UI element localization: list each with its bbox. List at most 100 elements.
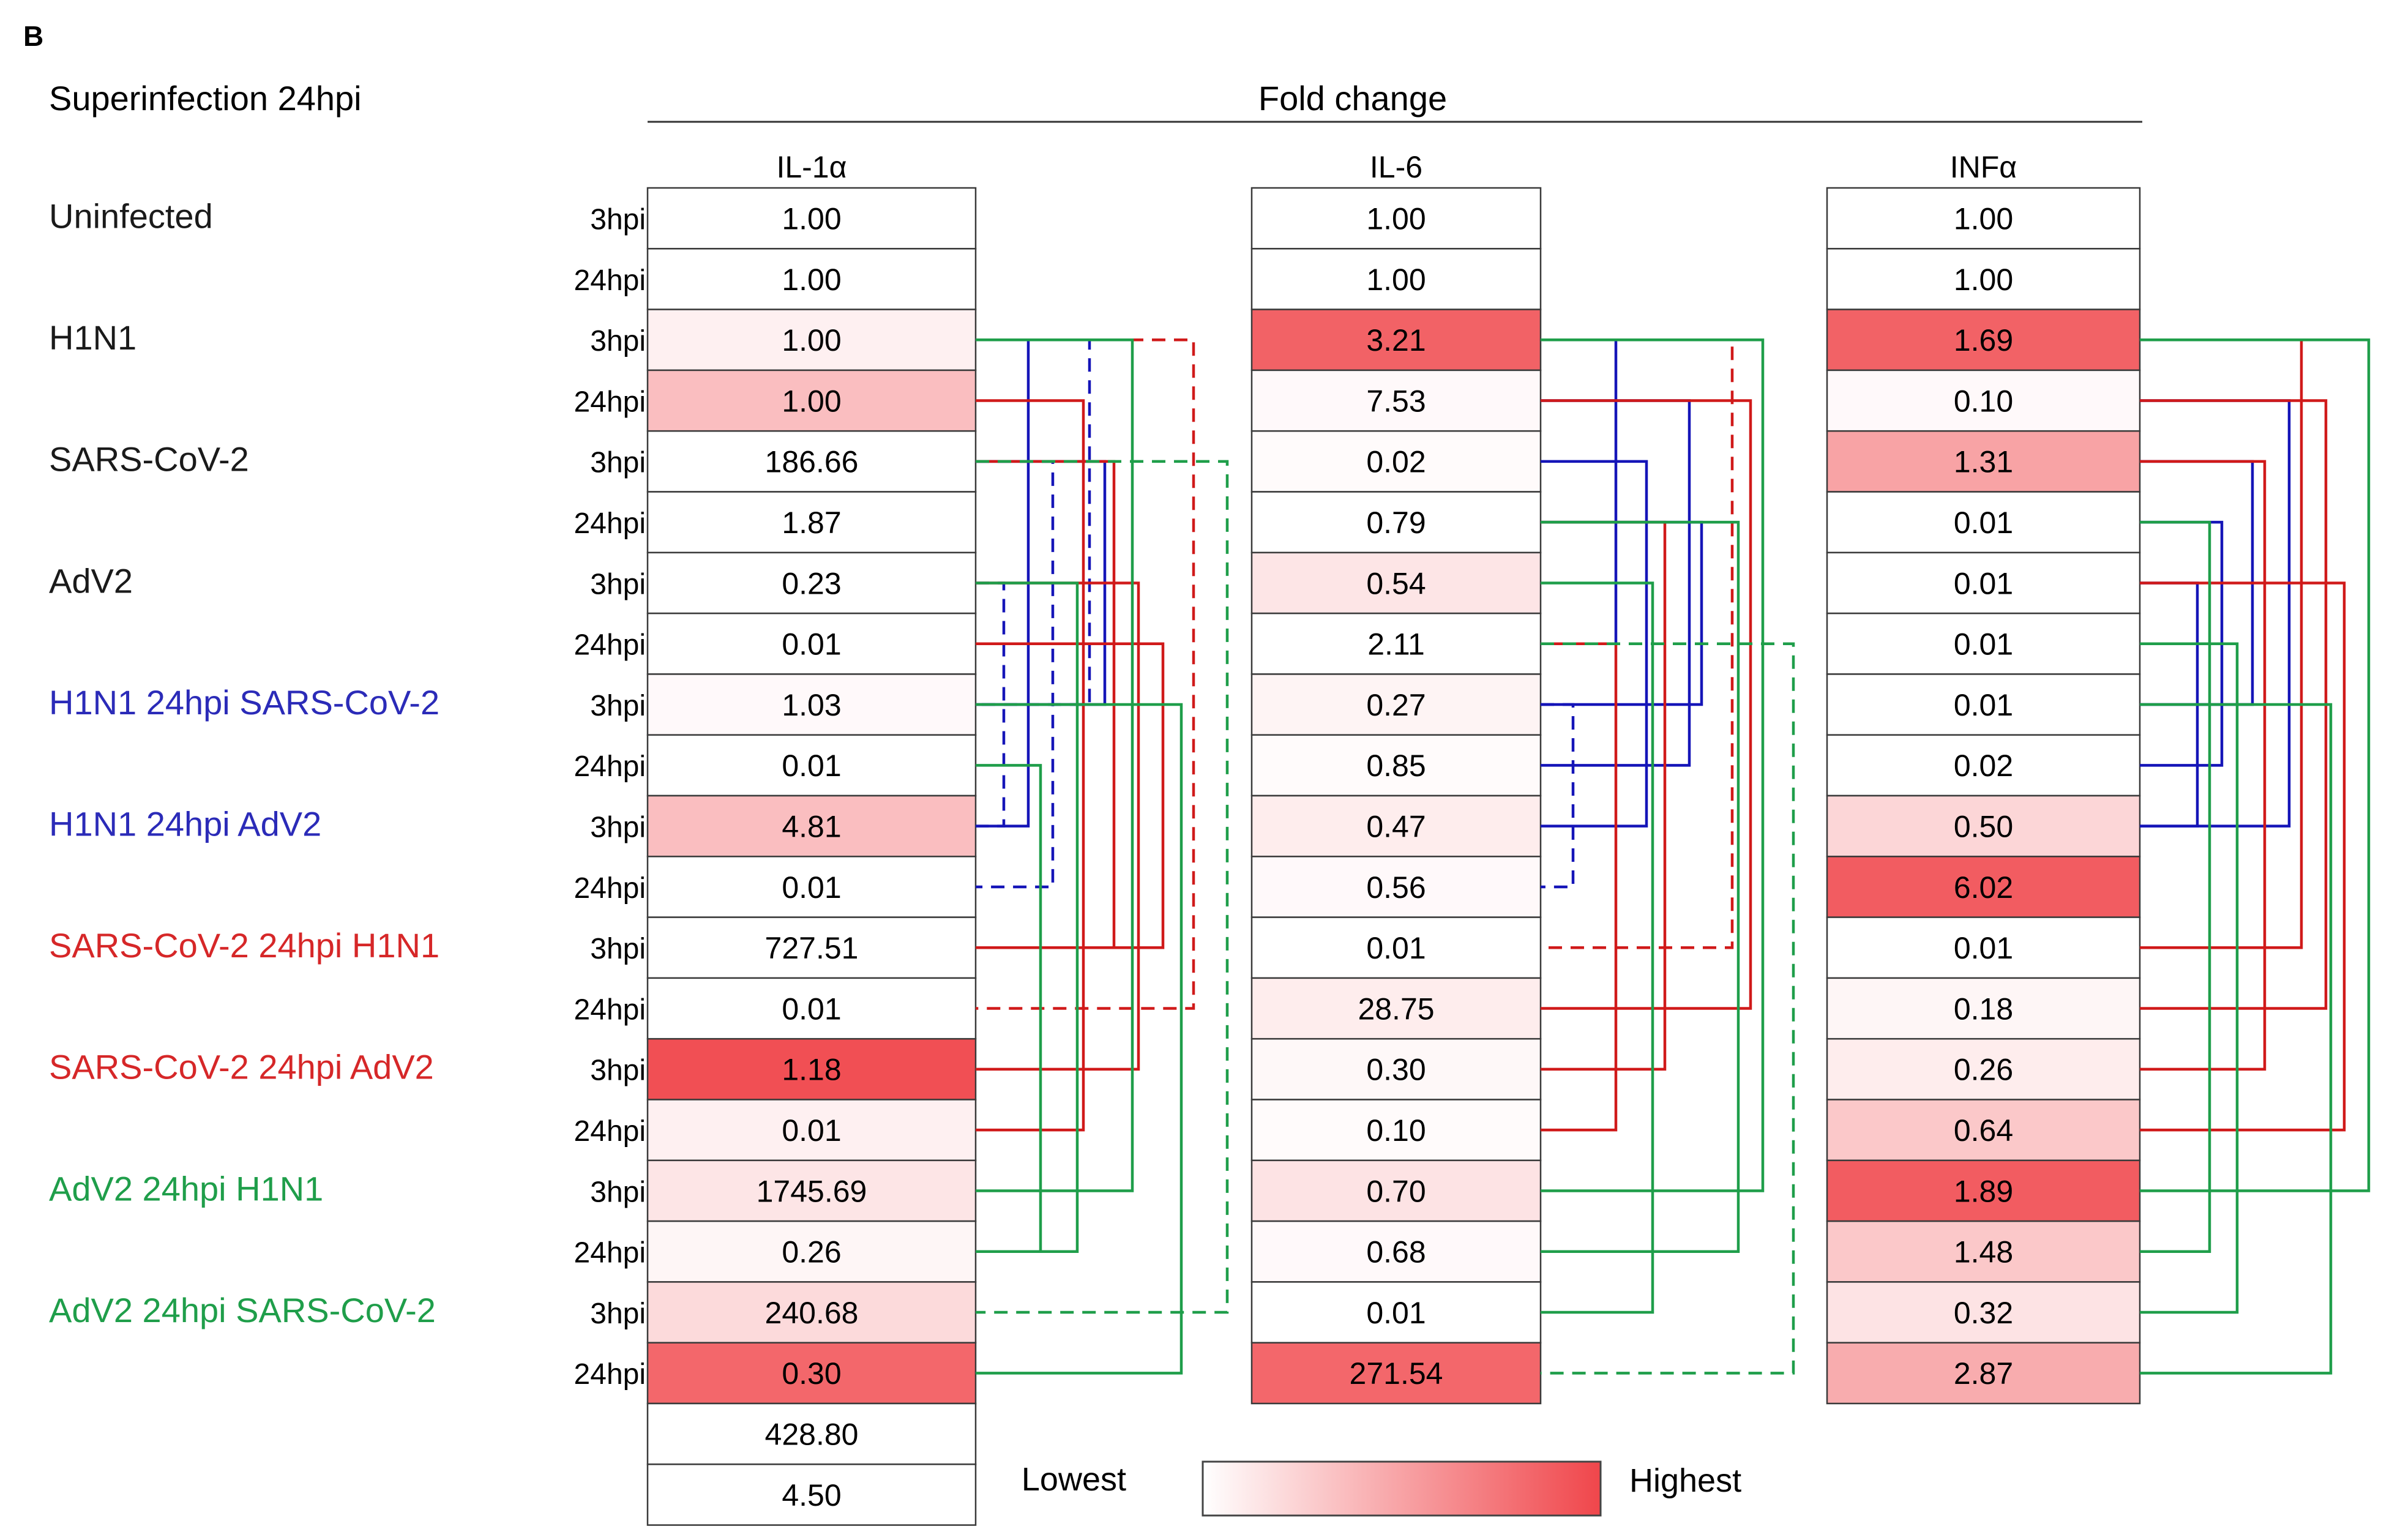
- heatmap-cell: [1250, 430, 1542, 493]
- significance-bracket: [1541, 399, 1752, 1010]
- cell-value: 727.51: [765, 931, 859, 965]
- cell-value: 28.75: [1358, 992, 1434, 1026]
- timepoint-label: 24hpi: [574, 629, 646, 662]
- cell-value: 1.00: [782, 263, 841, 297]
- heatmap-cell: [1250, 794, 1542, 858]
- timepoint-label: 3hpi: [590, 933, 646, 965]
- cell-value: 0.01: [782, 870, 841, 905]
- group-label: H1N1: [49, 318, 136, 357]
- heatmap-cell: [646, 673, 977, 736]
- heatmap-cell: [1250, 916, 1542, 979]
- heatmap-cell: [1250, 248, 1542, 310]
- cell-value: 186.66: [765, 445, 859, 479]
- significance-bracket: [2140, 520, 2211, 1253]
- significance-bracket: [976, 460, 1055, 889]
- significance-bracket: [2140, 460, 2267, 1071]
- heatmap-cell: [1826, 734, 2141, 797]
- cell-value: 0.01: [782, 1113, 841, 1148]
- row-labels: Uninfected H1N1 SARS-CoV-2 AdV2 H1N1 24hpi S…: [49, 197, 646, 1391]
- heatmap-cell: [646, 248, 977, 310]
- cell-value: 0.70: [1366, 1174, 1426, 1208]
- group-label: AdV2 24hpi H1N1: [49, 1169, 323, 1208]
- heatmap-cell: [1250, 612, 1542, 675]
- significance-bracket: [2140, 581, 2346, 1132]
- cell-value: 1.89: [1954, 1174, 2013, 1208]
- heatmap-cell: [1826, 1159, 2141, 1222]
- cell-value: 0.01: [1954, 627, 2013, 662]
- significance-bracket: [2140, 642, 2239, 1314]
- heatmap-cell: [646, 916, 977, 979]
- timepoint-label: 24hpi: [574, 1358, 646, 1391]
- cell-value: 6.02: [1954, 870, 2013, 905]
- significance-bracket: [2140, 703, 2333, 1375]
- cell-value: 1.00: [782, 384, 841, 418]
- timepoint-label: 3hpi: [590, 1055, 646, 1087]
- heatmap-cell: [1826, 1342, 2141, 1405]
- cell-value: 0.56: [1366, 870, 1426, 905]
- cell-value: 0.01: [782, 627, 841, 662]
- cell-value: 0.23: [782, 566, 841, 600]
- cell-value: 1.48: [1954, 1235, 2013, 1269]
- cell-value: 0.01: [782, 749, 841, 783]
- significance-bracket: [976, 338, 1091, 706]
- cell-value: 0.01: [1954, 566, 2013, 600]
- cell-value: 1.18: [782, 1053, 841, 1087]
- timepoint-label: 3hpi: [590, 325, 646, 357]
- group-label: AdV2: [49, 561, 133, 600]
- group-label: SARS-CoV-2: [49, 440, 249, 479]
- cell-value: 0.54: [1366, 566, 1426, 600]
- timepoint-label: 3hpi: [590, 690, 646, 722]
- heatmap-cell: [1250, 369, 1542, 432]
- cell-value: 0.10: [1954, 384, 2013, 418]
- heatmap-cell: [646, 1220, 977, 1283]
- heatmap-cell: [1250, 673, 1542, 736]
- heatmap-cells: IL-1α IL-6 INFα 1.00 1.00 1.00 1.00 186.66 1.87 0…: [646, 150, 2141, 1526]
- significance-brackets: [976, 338, 2371, 1375]
- cell-value: 2.11: [1367, 627, 1425, 662]
- heatmap-cell: [1250, 1099, 1542, 1162]
- cell-value: 0.85: [1366, 749, 1426, 783]
- heatmap-cell: [1826, 856, 2141, 918]
- column-header-0: IL-1α: [776, 150, 847, 184]
- significance-bracket: [1541, 703, 1575, 889]
- heatmap-cell: [1826, 1220, 2141, 1283]
- cell-value: 2.87: [1954, 1356, 2013, 1391]
- significance-bracket: [976, 642, 1165, 949]
- cell-value: 0.50: [1954, 810, 2013, 844]
- heatmap-cell: [1250, 551, 1542, 615]
- heatmap-cell: [1250, 491, 1542, 554]
- timepoint-label: 24hpi: [574, 993, 646, 1026]
- cell-value: 0.26: [782, 1235, 841, 1269]
- cell-value: 4.50: [782, 1478, 841, 1512]
- cell-value: 0.30: [1366, 1053, 1426, 1087]
- cell-value: 0.30: [782, 1356, 841, 1391]
- timepoint-label: 24hpi: [574, 1237, 646, 1269]
- color-legend: Lowest Highest: [1022, 1460, 1741, 1517]
- timepoint-label: 3hpi: [590, 1176, 646, 1208]
- timepoint-label: 24hpi: [574, 750, 646, 783]
- cell-value: 428.80: [765, 1418, 859, 1452]
- cell-value: 1.31: [1954, 445, 2013, 479]
- heatmap-cell: [646, 856, 977, 918]
- cell-value: 1.00: [782, 323, 841, 357]
- cell-value: 7.53: [1366, 384, 1426, 418]
- cell-value: 0.01: [1954, 931, 2013, 965]
- heatmap-cell: [1250, 977, 1542, 1040]
- significance-bracket: [2140, 338, 2371, 1192]
- column-header-1: IL-6: [1370, 150, 1422, 184]
- cell-value: 1.03: [782, 688, 841, 722]
- cell-value: 0.01: [1366, 1296, 1426, 1330]
- cell-value: 0.26: [1954, 1053, 2013, 1087]
- significance-bracket: [1541, 520, 1740, 1253]
- timepoint-label: 3hpi: [590, 1298, 646, 1330]
- heatmap-cell: [646, 794, 977, 858]
- timepoint-label: 24hpi: [574, 507, 646, 540]
- heatmap-cell: [1826, 916, 2141, 979]
- timepoint-label: 24hpi: [574, 1115, 646, 1148]
- group-label: Uninfected: [49, 197, 213, 236]
- cell-value: 4.81: [782, 810, 841, 844]
- timepoint-label: 24hpi: [574, 386, 646, 418]
- cell-value: 0.27: [1366, 688, 1426, 722]
- cell-value: 1.87: [782, 506, 841, 540]
